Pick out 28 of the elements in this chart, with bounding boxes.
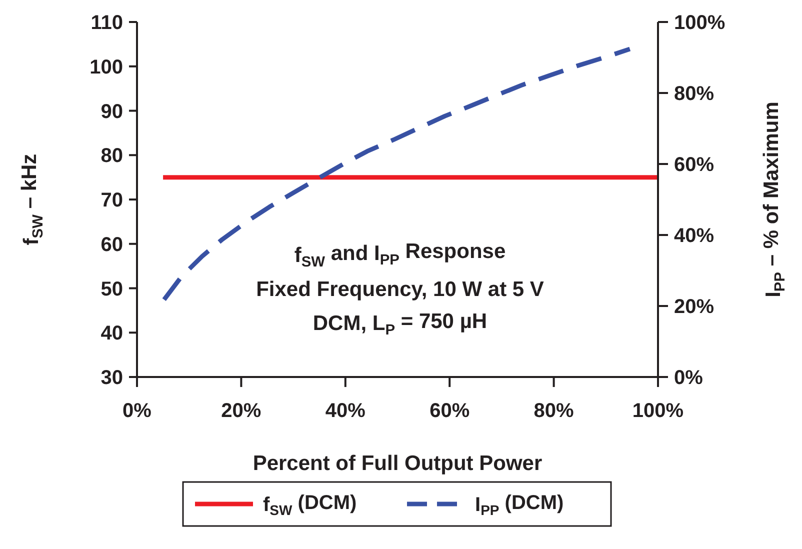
y-tick-label: 90 [100,100,123,123]
line-series [162,46,632,302]
y-tick-label: 70 [100,190,123,212]
x-tick-label: 20% [221,400,262,422]
y-tick-label: 40 [100,322,123,345]
annotation: Fixed Frequency, 10 W at 5 V [256,278,544,301]
legend-label: I$_{PP}$ (DCM) [475,492,564,518]
y-tick-label: 60 [100,234,123,256]
y2-tick-label: 80% [674,83,714,105]
x-tick-label: 100% [632,400,684,422]
annotation: DCM, L$_{P}$ = 750 µH [312,310,488,338]
y-tick-label: 100 [90,56,123,78]
x-tick-label: 80% [534,400,574,422]
y2-tick-label: 40% [674,225,714,247]
x-tick-label: 60% [430,400,470,422]
x-tick-label: 40% [325,400,366,422]
annotation: f$_{SW}$ and I$_{PP}$ Response [294,240,506,270]
y-tick-label: 110 [90,12,123,34]
x-axis-title: Percent of Full Output Power [252,452,542,475]
legend-label: f$_{SW}$ (DCM) [263,492,357,518]
y2-tick-label: 0% [674,367,704,389]
x-tick-label: 0% [122,400,152,422]
y2-tick-label: 20% [674,296,714,318]
y-tick-label: 80 [100,145,123,168]
y-tick-label: 30 [100,367,123,389]
y2-tick-label: 60% [674,154,714,176]
y-tick-label: 50 [100,278,123,300]
y2-tick-label: 100% [674,12,726,34]
